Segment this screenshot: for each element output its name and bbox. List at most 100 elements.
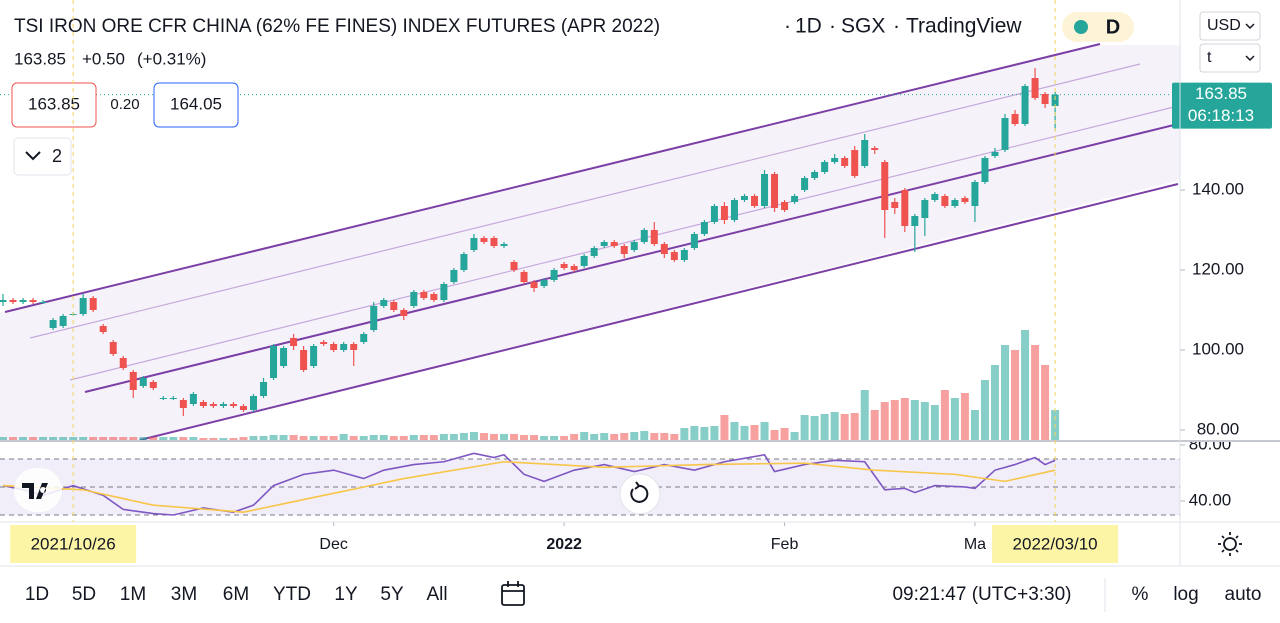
volume-bar <box>329 436 338 440</box>
volume-bar <box>389 436 398 440</box>
volume-bar <box>89 437 98 440</box>
volume-bar <box>219 438 228 440</box>
buy-button[interactable] <box>153 82 239 128</box>
volume-bar <box>630 432 639 440</box>
candle-body <box>400 310 408 316</box>
volume-bar <box>780 428 789 440</box>
y-tick-label: 120.00 <box>1192 259 1244 278</box>
chevron <box>25 151 41 161</box>
candle-body <box>771 174 779 208</box>
candle-body <box>1001 118 1009 150</box>
reset-button[interactable] <box>619 473 661 515</box>
candle-body <box>139 378 147 386</box>
currency-select[interactable] <box>1199 11 1261 41</box>
clock[interactable]: 09:21:47 (UTC+3:30) <box>892 584 1071 605</box>
crosshair-label-bg <box>992 525 1119 563</box>
volume-bar <box>339 434 348 440</box>
badge: D <box>1106 16 1120 38</box>
candle-body <box>891 202 899 208</box>
range-bar: 1D 5D 1M 3M 6M YTD 1Y 5Y All <box>25 584 448 605</box>
status-badge[interactable] <box>1062 12 1134 42</box>
volume-bar <box>550 436 559 440</box>
candle-body <box>650 230 658 244</box>
volume-bar <box>1041 365 1050 440</box>
sell-button[interactable] <box>11 82 97 128</box>
volume-bar <box>890 400 899 440</box>
y-tick-label: 140.00 <box>1192 179 1244 198</box>
candle-body <box>59 316 67 326</box>
volume-bar <box>1011 350 1020 440</box>
logo[interactable] <box>22 483 48 499</box>
auto-toggle[interactable]: auto <box>1225 584 1262 605</box>
candle-body <box>89 298 97 310</box>
candle-body <box>199 402 207 406</box>
range-button[interactable]: YTD <box>273 584 311 605</box>
volume-bar <box>850 413 859 440</box>
candle-body <box>751 196 758 206</box>
y-tick-label: 100.00 <box>1192 339 1244 358</box>
range-button[interactable]: 6M <box>223 584 249 605</box>
source: TradingView <box>906 15 1022 38</box>
volume-bar <box>920 402 929 440</box>
log-toggle[interactable]: log <box>1173 584 1198 605</box>
y-tick-label: 40.00 <box>1189 490 1232 509</box>
candle-body <box>440 284 448 300</box>
volume-bar <box>940 390 949 440</box>
range-button[interactable]: All <box>426 584 447 605</box>
range-button[interactable]: 5Y <box>380 584 404 605</box>
candle-body <box>1051 94 1059 106</box>
x-tick-label: Feb <box>771 536 799 553</box>
change-pct: (+0.31%) <box>137 49 206 68</box>
candle-body <box>740 196 748 200</box>
candle-body <box>530 282 538 288</box>
reset-icon <box>630 484 649 503</box>
range-button[interactable]: 1Y <box>334 584 358 605</box>
volume-bar <box>580 432 589 440</box>
candle-body <box>921 200 929 218</box>
candle-body <box>9 300 17 302</box>
candle-body <box>901 190 909 226</box>
settings-icon[interactable] <box>1218 532 1242 556</box>
candle-body <box>0 300 7 302</box>
candle-body <box>841 158 849 166</box>
unit-select[interactable] <box>1199 43 1261 73</box>
volume-bar <box>970 410 979 440</box>
candle-body <box>680 250 688 260</box>
candle-body <box>219 404 227 406</box>
volume-bar <box>259 436 268 440</box>
volume-bar <box>239 437 248 440</box>
candle-body <box>961 198 969 202</box>
candle-body <box>690 234 698 248</box>
range-button[interactable]: 1M <box>120 584 146 605</box>
range-button[interactable]: 5D <box>72 584 96 605</box>
percent-toggle[interactable]: % <box>1132 584 1149 605</box>
price-tag-price: 163.85 <box>1195 84 1247 103</box>
candle-body <box>730 200 738 220</box>
volume-bar <box>500 434 508 440</box>
interval[interactable]: 1D <box>795 15 822 38</box>
candle-body <box>310 346 318 366</box>
candle-body <box>129 372 137 390</box>
candle-body <box>480 238 488 242</box>
volume-bar <box>209 438 218 440</box>
volume-bar <box>489 434 498 440</box>
candle-body <box>660 244 668 254</box>
volume-bar <box>299 436 308 440</box>
candle-body <box>951 200 959 206</box>
candle-body <box>871 148 879 150</box>
volume-bar <box>730 422 739 440</box>
volume-bar <box>309 436 318 440</box>
candle-body <box>430 294 438 300</box>
volume-bar <box>770 430 779 440</box>
candle-body <box>390 302 398 310</box>
candle-body <box>991 152 999 156</box>
range-button[interactable]: 3M <box>171 584 197 605</box>
candle-body <box>239 406 247 410</box>
calendar-icon[interactable] <box>501 581 525 606</box>
candle-body <box>460 254 468 270</box>
candle-body <box>99 326 107 332</box>
volume-bar <box>289 435 298 440</box>
range-button[interactable]: 1D <box>25 584 49 605</box>
indicators-toggle[interactable] <box>13 137 72 176</box>
